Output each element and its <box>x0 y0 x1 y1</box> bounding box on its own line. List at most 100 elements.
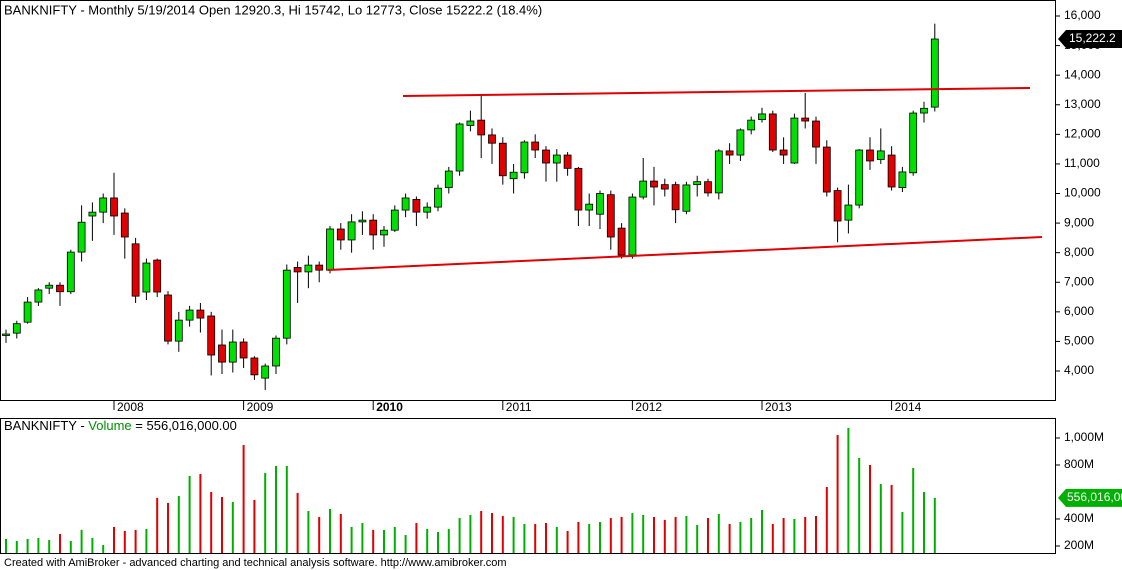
volume-bar <box>933 497 936 553</box>
last-price-marker <box>1058 30 1122 49</box>
y-tick-label: 14,000 <box>1064 67 1101 81</box>
volume-bar <box>912 467 915 553</box>
volume-bar <box>879 484 882 553</box>
y-tick-label: 1,000M <box>1064 430 1104 444</box>
candle-body <box>898 171 907 188</box>
volume-bar <box>685 516 688 553</box>
candle-body <box>444 170 453 188</box>
candle-body <box>488 134 496 144</box>
volume-bar <box>782 518 785 553</box>
candle-body <box>66 251 75 293</box>
x-tick-label: 2010 <box>376 400 403 414</box>
volume-bar <box>80 529 83 553</box>
volume-bar <box>339 513 342 553</box>
volume-bar <box>404 535 407 553</box>
volume-bar <box>350 526 353 553</box>
volume-bar <box>37 538 40 553</box>
volume-bar <box>134 529 137 553</box>
volume-bar <box>383 529 385 553</box>
candle-body <box>736 129 745 156</box>
candle-body <box>347 221 356 241</box>
volume-bar <box>847 427 850 553</box>
candle-body <box>563 154 572 169</box>
candle-body <box>531 141 540 151</box>
y-tick-label: 5,000 <box>1064 334 1094 348</box>
candle-body <box>542 149 550 164</box>
volume-bar <box>458 518 461 553</box>
volume-bar <box>923 491 925 553</box>
candle-body <box>142 262 151 293</box>
volume-bar <box>674 516 677 553</box>
volume-bar <box>577 521 580 553</box>
volume-bar <box>901 511 904 553</box>
volume-bar <box>523 523 526 553</box>
volume-bar <box>696 524 699 553</box>
x-tick-label: 2013 <box>765 400 792 414</box>
volume-bar <box>566 530 569 553</box>
volume-bar <box>815 516 817 553</box>
volume-bar <box>642 514 645 553</box>
volume-bar <box>123 530 126 553</box>
volume-bar <box>242 445 245 553</box>
candle-body <box>617 227 626 256</box>
volume-bar <box>501 516 504 553</box>
footer: Created with AmiBroker - advanced charti… <box>4 557 507 569</box>
last-price-label: 15,222.2 <box>1069 31 1116 45</box>
y-tick-label: 12,000 <box>1064 127 1101 141</box>
x-tick-label: 2009 <box>247 400 274 414</box>
volume-bar <box>890 484 893 553</box>
volume-bar <box>167 502 169 553</box>
candle-body <box>650 180 658 188</box>
volume-bar <box>199 474 202 553</box>
candle-body <box>790 117 799 164</box>
candle-body <box>56 284 64 293</box>
volume-bar <box>221 496 223 553</box>
x-tick-label: 2011 <box>506 400 532 414</box>
candle-body <box>887 154 896 188</box>
candle-body <box>552 154 561 164</box>
volume-bar <box>5 538 7 553</box>
candle-body <box>326 228 334 271</box>
volume-panel <box>0 418 1056 554</box>
volume-bar <box>534 523 537 553</box>
volume-bar <box>393 526 396 553</box>
volume-bar <box>836 435 839 553</box>
candle-body <box>293 267 302 273</box>
candle-body <box>110 197 118 217</box>
candle-body <box>779 149 788 156</box>
chart-title: BANKNIFTY - Monthly 5/19/2014 Open 12920… <box>4 2 542 17</box>
volume-bar <box>750 518 753 553</box>
volume-title-name: Volume <box>88 418 131 433</box>
volume-bar <box>599 521 601 553</box>
candle-body <box>185 309 194 321</box>
candle-body <box>304 264 313 273</box>
volume-bar <box>545 523 547 553</box>
plot-area <box>2 23 939 553</box>
price-panel <box>0 0 1056 401</box>
volume-bar <box>113 526 115 553</box>
candle-body <box>704 181 712 194</box>
trend-line <box>402 87 1031 97</box>
candle-body <box>585 203 594 211</box>
volume-bar <box>869 464 871 553</box>
candle-body <box>660 184 669 190</box>
volume-bar <box>253 499 256 553</box>
y-tick-label: 11,000 <box>1064 156 1100 170</box>
volume-bar <box>447 528 450 553</box>
candle-body <box>153 259 162 293</box>
candle-body <box>596 193 604 215</box>
volume-bar <box>145 528 148 553</box>
candle-body <box>477 119 486 136</box>
candle-body <box>434 187 442 208</box>
candle-body <box>164 294 172 342</box>
candle-body <box>369 219 378 236</box>
volume-bar <box>361 523 364 553</box>
volume-bar <box>469 514 472 553</box>
y-tick-label: 800M <box>1064 457 1094 471</box>
volume-bar <box>609 518 612 553</box>
volume-bar <box>91 538 94 553</box>
candle-body <box>12 323 21 334</box>
candle-body <box>282 269 291 339</box>
candle-body <box>768 113 777 151</box>
volume-bar <box>480 511 483 553</box>
